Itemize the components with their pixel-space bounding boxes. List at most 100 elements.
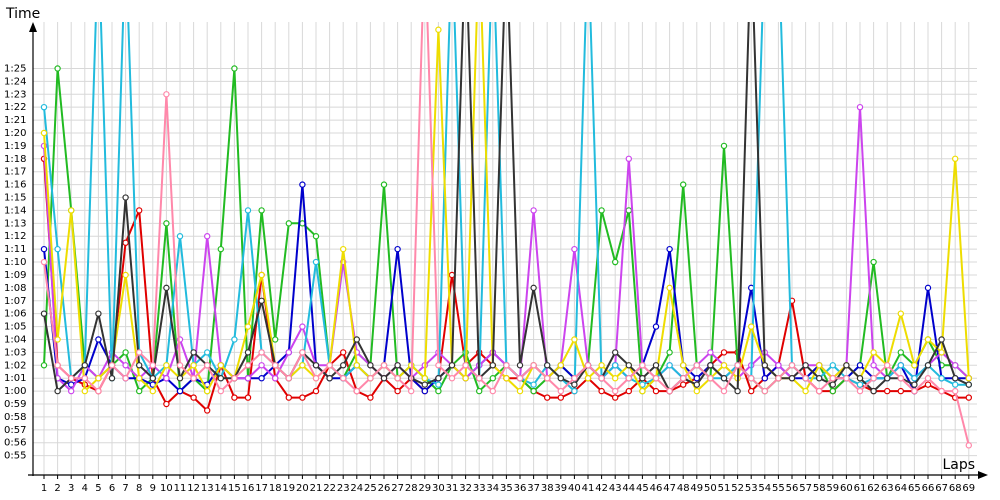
- point: [285, 375, 292, 382]
- y-tick-label: 0:56: [4, 438, 26, 449]
- point: [299, 394, 306, 401]
- x-tick-label: 46: [650, 483, 663, 494]
- point: [81, 375, 89, 382]
- point: [95, 387, 102, 395]
- x-tick-label: 62: [867, 483, 880, 494]
- x-tick-label: 29: [418, 483, 431, 494]
- point: [149, 387, 156, 395]
- point: [652, 387, 660, 395]
- y-tick-label: 1:24: [4, 76, 26, 87]
- point: [353, 362, 360, 369]
- x-tick-label: 28: [405, 483, 418, 494]
- x-tick-label: 35: [500, 483, 513, 494]
- point: [40, 245, 48, 253]
- point: [625, 387, 633, 395]
- y-tick-label: 1:20: [4, 128, 26, 139]
- point: [544, 362, 551, 369]
- point: [258, 297, 265, 304]
- point: [652, 362, 660, 369]
- point: [938, 387, 945, 395]
- y-tick-label: 0:55: [4, 451, 26, 462]
- point: [231, 394, 238, 401]
- point: [544, 375, 551, 382]
- point: [693, 387, 701, 395]
- x-tick-label: 55: [772, 483, 785, 494]
- point: [516, 375, 524, 382]
- x-tick-label: 39: [554, 483, 567, 494]
- point: [884, 375, 891, 382]
- y-tick-label: 1:14: [4, 205, 26, 216]
- x-axis-title: Laps: [942, 457, 975, 473]
- point: [503, 375, 510, 382]
- point: [734, 362, 741, 369]
- x-tick-label: 14: [214, 483, 227, 494]
- point: [884, 362, 891, 369]
- x-tick-label: 24: [350, 483, 363, 494]
- point: [584, 375, 592, 382]
- series-line: [43, 22, 970, 394]
- y-tick-label: 1:21: [4, 115, 26, 126]
- point: [122, 375, 129, 382]
- point: [122, 194, 129, 201]
- point: [856, 362, 864, 369]
- point: [829, 387, 837, 395]
- x-tick-label: 5: [95, 483, 101, 494]
- y-tick-label: 0:58: [4, 412, 26, 423]
- point: [203, 407, 211, 414]
- point: [448, 375, 456, 382]
- point: [516, 387, 524, 395]
- point: [176, 362, 184, 369]
- y-tick-label: 1:06: [4, 309, 26, 320]
- point: [870, 387, 877, 395]
- point: [897, 362, 905, 369]
- x-tick-label: 43: [609, 483, 622, 494]
- point: [54, 65, 61, 72]
- point: [244, 349, 252, 356]
- point: [353, 336, 360, 343]
- point: [598, 375, 605, 382]
- point: [135, 387, 143, 395]
- point: [816, 375, 823, 382]
- point: [856, 375, 864, 382]
- point: [530, 381, 537, 388]
- y-tick-label: 1:04: [4, 334, 26, 345]
- y-tick-label: 1:19: [4, 141, 26, 152]
- point: [40, 362, 48, 369]
- point: [163, 91, 170, 98]
- point: [816, 387, 823, 395]
- point: [965, 394, 973, 401]
- x-tick-label: 10: [160, 483, 173, 494]
- point: [884, 387, 891, 395]
- point: [802, 362, 809, 369]
- point: [911, 387, 918, 395]
- x-tick-label: 6: [109, 483, 115, 494]
- point: [924, 284, 932, 292]
- x-tick-label: 34: [486, 483, 499, 494]
- point: [163, 284, 170, 292]
- point: [285, 394, 292, 401]
- x-tick-label: 11: [174, 483, 187, 494]
- x-tick-label: 15: [228, 483, 241, 494]
- point: [666, 387, 673, 395]
- point: [693, 375, 701, 382]
- point: [612, 387, 619, 395]
- point: [54, 336, 61, 343]
- point: [911, 375, 918, 382]
- point: [544, 394, 551, 401]
- point: [258, 207, 265, 214]
- point: [680, 375, 687, 382]
- x-tick-label: 32: [459, 483, 472, 494]
- point: [788, 375, 796, 382]
- point: [707, 362, 714, 369]
- point: [67, 207, 75, 214]
- point: [666, 349, 673, 356]
- point: [557, 394, 565, 401]
- x-tick-label: 63: [881, 483, 894, 494]
- point: [95, 375, 102, 382]
- point: [312, 362, 320, 369]
- x-tick-label: 67: [935, 483, 948, 494]
- point: [244, 394, 252, 401]
- point: [761, 375, 769, 382]
- x-tick-label: 16: [242, 483, 255, 494]
